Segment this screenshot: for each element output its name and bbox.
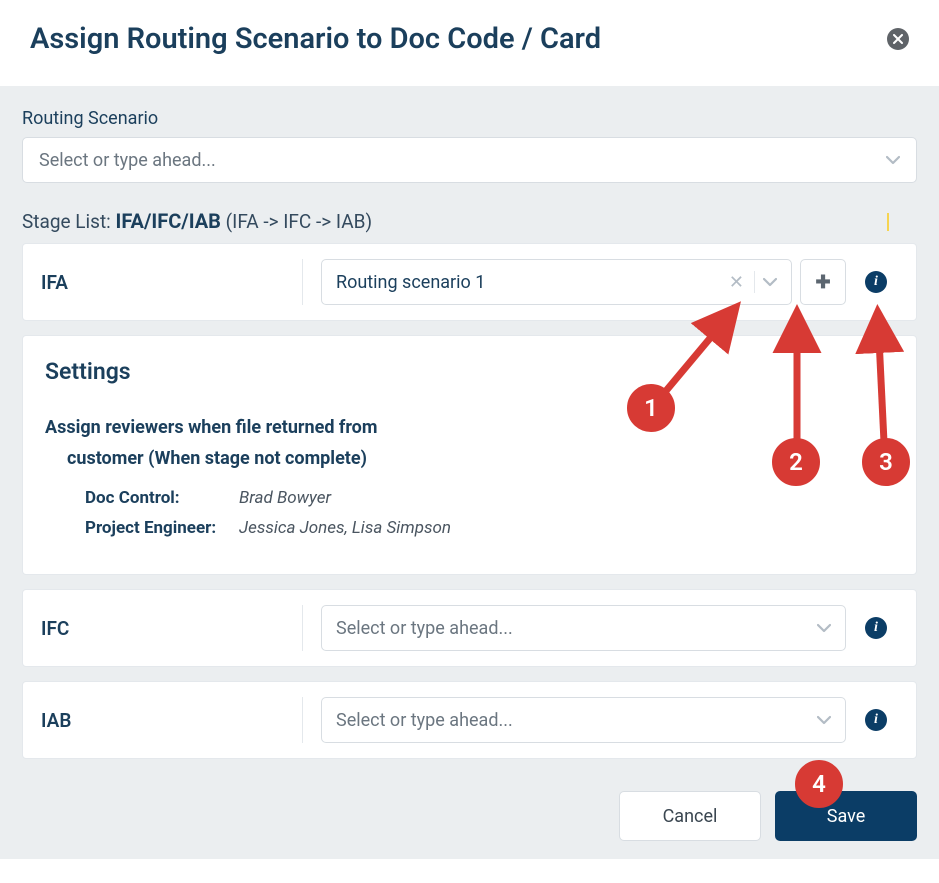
modal-header: Assign Routing Scenario to Doc Code / Ca… [0,0,939,86]
add-button[interactable]: ✚ [800,259,846,305]
close-button[interactable] [887,28,909,50]
stage-select-col-ifa: Routing scenario 1 ✕ ✚ i [303,259,898,305]
stage-label-ifa: IFA [41,259,303,305]
stage-list-bold: IFA/IFC/IAB [115,209,220,233]
info-icon: i [865,271,887,293]
indicator-tick [887,213,889,231]
select-separator [754,271,755,293]
plus-icon: ✚ [815,272,830,293]
routing-scenario-label: Routing Scenario [22,108,917,129]
settings-row-label: Project Engineer: [85,518,239,538]
modal-footer: Cancel Save [22,773,917,841]
chevron-down-icon [817,713,831,727]
close-icon [893,34,903,44]
settings-subtitle-line2: customer (When stage not complete) [45,444,894,475]
stage-select-placeholder-iab: Select or type ahead... [336,710,817,731]
info-icon: i [865,617,887,639]
settings-row-value: Jessica Jones, Lisa Simpson [239,518,451,538]
stage-label-iab: IAB [41,697,303,743]
stage-label-ifc: IFC [41,605,303,651]
settings-title: Settings [45,358,894,385]
stage-list-heading: Stage List: IFA/IFC/IAB (IFA -> IFC -> I… [22,209,917,233]
settings-subtitle: Assign reviewers when file returned from… [45,413,894,474]
modal-body: Routing Scenario Select or type ahead...… [0,86,939,859]
settings-subtitle-line1: Assign reviewers when file returned from [45,417,377,438]
stage-row-iab: IAB Select or type ahead... i [22,681,917,759]
stage-list-suffix: (IFA -> IFC -> IAB) [221,210,372,233]
settings-panel: Settings Assign reviewers when file retu… [22,335,917,575]
stage-row-ifa: IFA Routing scenario 1 ✕ ✚ i [22,243,917,321]
stage-select-iab[interactable]: Select or type ahead... [321,697,846,743]
info-icon: i [865,709,887,731]
modal-title: Assign Routing Scenario to Doc Code / Ca… [30,22,601,56]
chevron-down-icon [817,621,831,635]
cancel-button[interactable]: Cancel [619,791,761,841]
stage-select-col-iab: Select or type ahead... i [303,697,898,743]
chevron-down-icon [763,275,777,289]
settings-row-project-engineer: Project Engineer: Jessica Jones, Lisa Si… [45,518,894,538]
stage-select-value-ifa: Routing scenario 1 [336,272,723,293]
settings-row-doc-control: Doc Control: Brad Bowyer [45,488,894,508]
settings-row-value: Brad Bowyer [239,488,331,508]
chevron-down-icon [886,153,900,167]
info-button-ifa[interactable]: i [854,271,898,293]
save-button[interactable]: Save [775,791,917,841]
stage-list-prefix: Stage List: [22,210,115,233]
stage-select-col-ifc: Select or type ahead... i [303,605,898,651]
settings-row-label: Doc Control: [85,488,239,508]
info-button-ifc[interactable]: i [854,617,898,639]
stage-select-ifc[interactable]: Select or type ahead... [321,605,846,651]
stage-row-ifc: IFC Select or type ahead... i [22,589,917,667]
info-button-iab[interactable]: i [854,709,898,731]
routing-scenario-select[interactable]: Select or type ahead... [22,137,917,183]
clear-icon[interactable]: ✕ [723,272,750,293]
routing-scenario-placeholder: Select or type ahead... [39,150,216,171]
stage-select-ifa[interactable]: Routing scenario 1 ✕ [321,259,792,305]
stage-select-placeholder-ifc: Select or type ahead... [336,618,817,639]
